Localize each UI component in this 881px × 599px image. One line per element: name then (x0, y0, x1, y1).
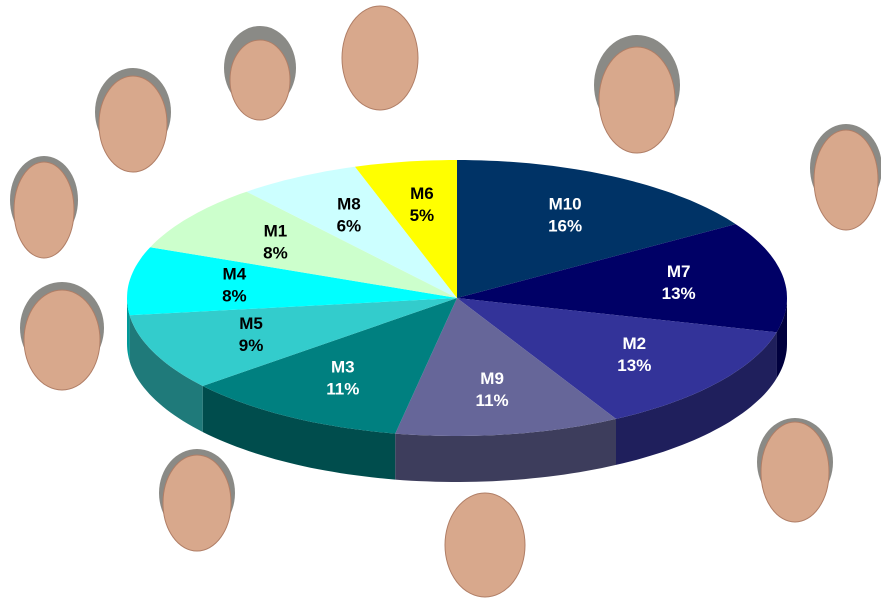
slice (202, 298, 457, 434)
slice-value-label: 9% (239, 336, 264, 355)
portrait (224, 26, 296, 121)
slice-side (127, 298, 130, 362)
slice-side (616, 332, 777, 465)
slice (395, 298, 616, 436)
portrait (810, 124, 881, 231)
slice-value-label: 13% (617, 356, 651, 375)
portrait (159, 449, 235, 552)
slice-category: M1 (264, 221, 288, 240)
portrait (20, 282, 104, 391)
slice-category: M2 (622, 334, 646, 353)
slice-value-label: 16% (548, 216, 582, 235)
slice (457, 160, 736, 298)
portrait (594, 35, 680, 154)
portrait (757, 418, 833, 523)
slice-category: M7 (667, 262, 691, 281)
slice-category: M8 (337, 194, 361, 213)
slice (457, 298, 777, 419)
slice (355, 160, 457, 298)
slice-category: M10 (549, 194, 582, 213)
slice-value-label: 5% (410, 206, 435, 225)
pie: M10 16% M7 13% M2 13% M9 11% M3 11% M5 9% M4 8% M1 8% M8… (127, 160, 787, 482)
slice-value-label: 11% (326, 379, 359, 398)
slice (129, 298, 457, 386)
slice-value-label: 11% (476, 391, 509, 410)
slice (150, 191, 457, 298)
slice (457, 224, 787, 333)
slice-value-label: 13% (662, 284, 696, 303)
slice (246, 166, 457, 298)
slice (127, 247, 457, 316)
slice-category: M3 (331, 357, 355, 376)
slice-side (776, 298, 787, 379)
portrait (95, 68, 171, 173)
slice-side (395, 418, 616, 482)
slice-category: M9 (480, 369, 504, 388)
slice-category: M6 (410, 184, 434, 203)
portrait (341, 5, 419, 111)
slice-category: M5 (239, 314, 263, 333)
portraits (10, 5, 881, 598)
slice-value-label: 6% (337, 216, 362, 235)
portrait (10, 156, 78, 259)
slice-side (202, 386, 396, 480)
portrait (444, 492, 526, 598)
slice-side (129, 315, 203, 432)
slice-value-label: 8% (263, 243, 288, 262)
slice-value-label: 8% (222, 287, 247, 306)
slice-category: M4 (223, 265, 247, 284)
